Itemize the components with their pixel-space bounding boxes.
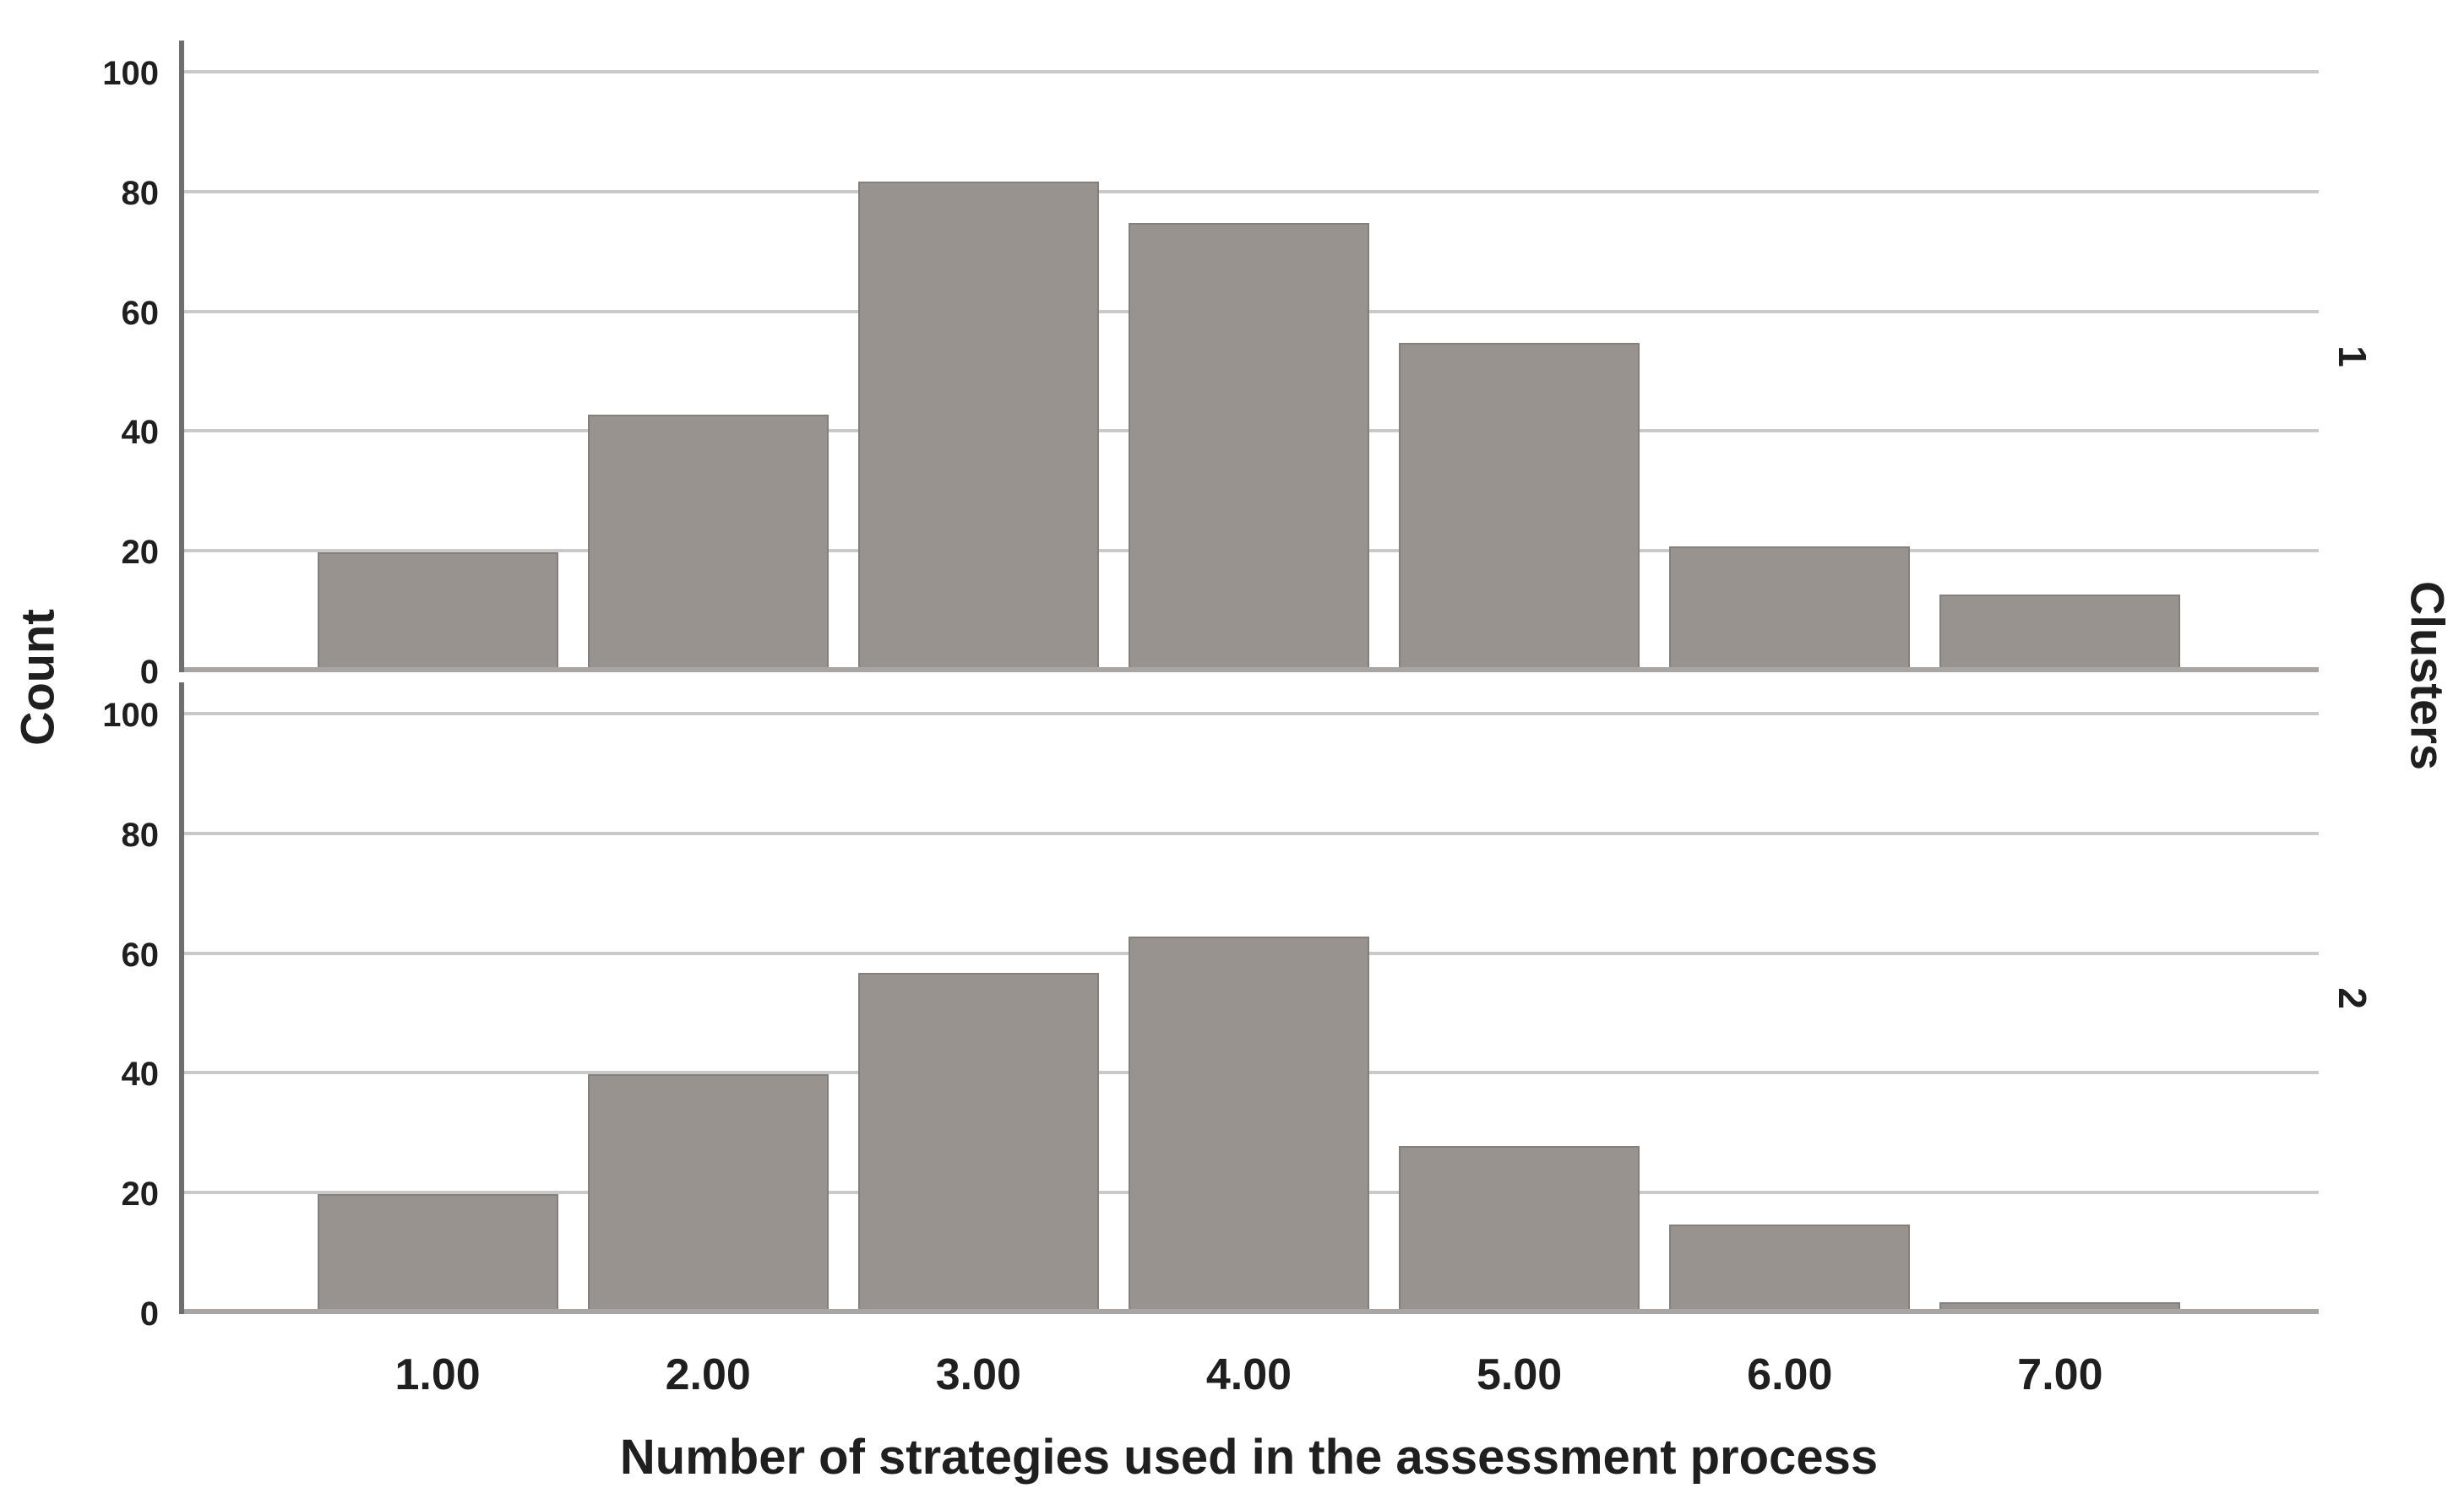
bar-6.00 <box>1669 546 1911 672</box>
y-tick-label: 40 <box>121 1056 160 1094</box>
gridline-80 <box>184 831 2319 835</box>
y-tick-label: 40 <box>121 414 160 452</box>
panel-label-2: 2 <box>2331 987 2374 1009</box>
x-baseline <box>179 1309 2319 1314</box>
y-tick-label: 20 <box>121 1176 160 1214</box>
bar-4.00 <box>1129 223 1369 672</box>
x-tick-label: 3.00 <box>935 1350 1021 1399</box>
y-tick-label: 80 <box>121 816 160 854</box>
x-tick-label: 1.00 <box>394 1350 481 1399</box>
y-tick-label: 80 <box>121 174 160 212</box>
bar-5.00 <box>1399 1146 1640 1314</box>
x-tick-label: 4.00 <box>1205 1350 1292 1399</box>
bar-2.00 <box>587 415 829 672</box>
panel-label-1: 1 <box>2331 345 2374 367</box>
gridline-100 <box>184 70 2319 73</box>
x-tick-label: 6.00 <box>1747 1350 1833 1399</box>
bar-5.00 <box>1399 343 1640 672</box>
y-axis-line <box>179 682 184 1314</box>
y-tick-label: 0 <box>139 654 159 691</box>
y-tick-label: 0 <box>139 1295 159 1333</box>
bar-1.00 <box>317 1194 558 1314</box>
gridline-100 <box>184 712 2319 715</box>
x-tick-label: 2.00 <box>665 1350 751 1399</box>
y-axis-line <box>179 41 184 672</box>
bar-4.00 <box>1129 937 1369 1314</box>
panel-1: 0 20 40 60 80 100 1 <box>102 41 2374 691</box>
x-baseline <box>179 667 2319 672</box>
x-tick-label: 5.00 <box>1477 1350 1563 1399</box>
y-tick-label: 60 <box>121 936 160 974</box>
bar-7.00 <box>1939 594 2181 672</box>
bar-1.00 <box>317 552 558 672</box>
y-tick-label: 100 <box>102 55 159 92</box>
gridline-80 <box>184 189 2319 193</box>
x-tick-labels-row: 1.00 2.00 3.00 4.00 5.00 6.00 7.00 <box>302 1350 2195 1400</box>
bar-6.00 <box>1669 1224 1911 1314</box>
panel-axis-title: Clusters <box>2401 580 2455 771</box>
y-tick-label: 60 <box>121 294 160 332</box>
bar-3.00 <box>857 181 1099 672</box>
x-axis-title: Number of strategies used in the assessm… <box>619 1430 1879 1485</box>
panel-2: 0 20 40 60 80 100 2 <box>102 682 2374 1333</box>
y-tick-label: 100 <box>102 697 159 734</box>
bar-3.00 <box>857 972 1099 1314</box>
y-axis-title: Count <box>10 609 64 746</box>
x-tick-label: 7.00 <box>2017 1350 2103 1399</box>
bar-2.00 <box>587 1074 829 1314</box>
y-tick-label: 20 <box>121 534 160 572</box>
